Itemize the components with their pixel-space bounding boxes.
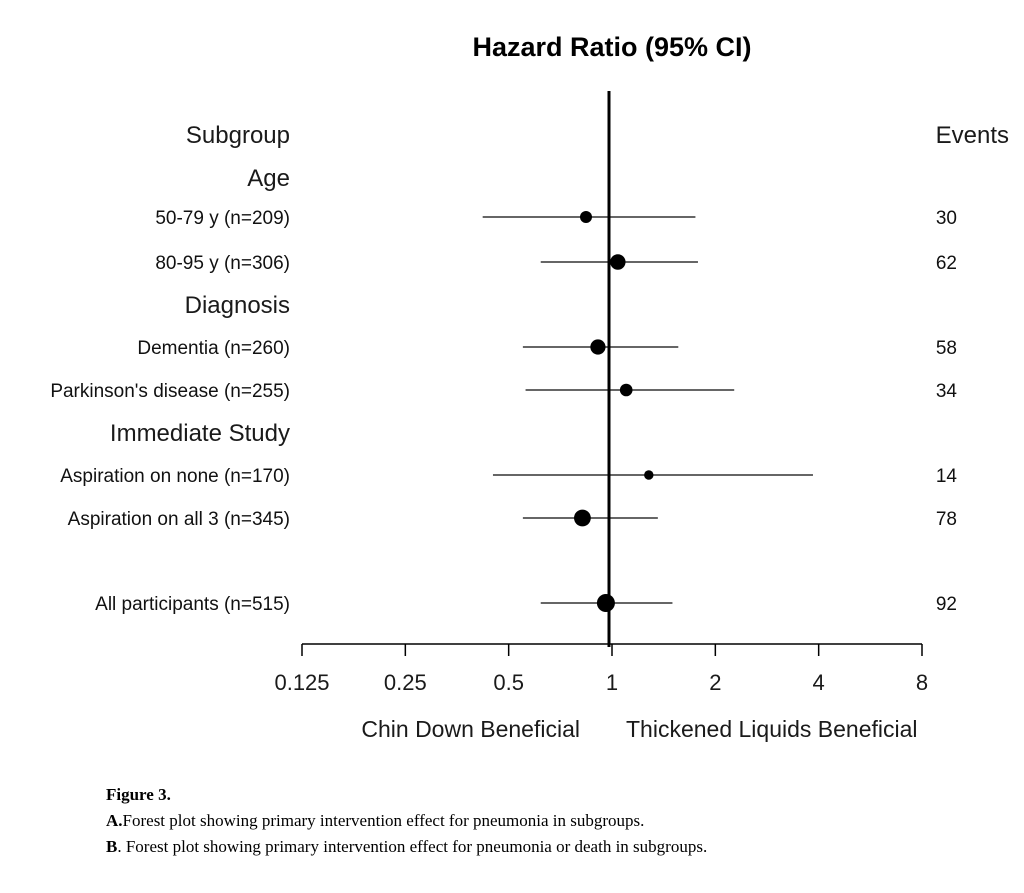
events-count: 62 — [936, 253, 957, 274]
favors-left-label: Chin Down Beneficial — [361, 716, 580, 742]
favors-right-label: Thickened Liquids Beneficial — [626, 716, 918, 742]
events-count: 92 — [936, 594, 957, 615]
group-label: Age — [247, 165, 290, 192]
hazard-ratio-point — [597, 594, 615, 612]
x-tick-label: 4 — [813, 670, 825, 695]
group-label: Immediate Study — [110, 420, 290, 447]
hazard-ratio-point — [574, 510, 591, 527]
x-tick-label: 0.25 — [384, 670, 427, 695]
hazard-ratio-point — [644, 470, 653, 479]
subgroup-label: Aspiration on all 3 (n=345) — [68, 509, 290, 530]
caption-a-text: Forest plot showing primary intervention… — [123, 811, 645, 830]
subgroup-column-header: Subgroup — [186, 122, 290, 149]
x-tick-label: 1 — [606, 670, 618, 695]
rows-layer: Age 50-79 y (n=209) 30 80-95 y (n=306) 62 Dia… — [50, 165, 957, 615]
subgroup-label: Dementia (n=260) — [137, 338, 290, 359]
caption-b-text: . Forest plot showing primary interventi… — [117, 837, 707, 856]
x-axis: 0.125 0.25 0.5 1 2 4 8 — [274, 644, 928, 695]
subgroup-label: Parkinson's disease (n=255) — [50, 381, 290, 402]
x-tick-label: 2 — [709, 670, 721, 695]
hazard-ratio-point — [620, 384, 633, 397]
x-tick-label: 8 — [916, 670, 928, 695]
caption-figure-label: Figure 3. — [106, 785, 171, 804]
subgroup-label: 80-95 y (n=306) — [155, 253, 290, 274]
x-tick-label: 0.5 — [493, 670, 524, 695]
forest-plot: Hazard Ratio (95% CI) Subgroup Events Ag… — [0, 0, 1024, 775]
caption-b-prefix: B — [106, 837, 117, 856]
subgroup-label: Aspiration on none (n=170) — [60, 466, 290, 487]
hazard-ratio-point — [610, 254, 625, 269]
events-count: 30 — [936, 208, 957, 229]
events-column-header: Events — [936, 122, 1009, 149]
events-count: 58 — [936, 338, 957, 359]
x-tick-label: 0.125 — [274, 670, 329, 695]
hazard-ratio-point — [580, 211, 592, 223]
group-label: Diagnosis — [185, 292, 290, 319]
subgroup-label: 50-79 y (n=209) — [155, 208, 290, 229]
events-count: 78 — [936, 509, 957, 530]
subgroup-label: All participants (n=515) — [95, 594, 290, 615]
events-count: 14 — [936, 466, 958, 487]
chart-title: Hazard Ratio (95% CI) — [472, 32, 751, 62]
events-count: 34 — [936, 381, 958, 402]
hazard-ratio-point — [590, 339, 605, 354]
caption-a-prefix: A. — [106, 811, 123, 830]
figure-caption: Figure 3. A.Forest plot showing primary … — [106, 782, 1006, 860]
